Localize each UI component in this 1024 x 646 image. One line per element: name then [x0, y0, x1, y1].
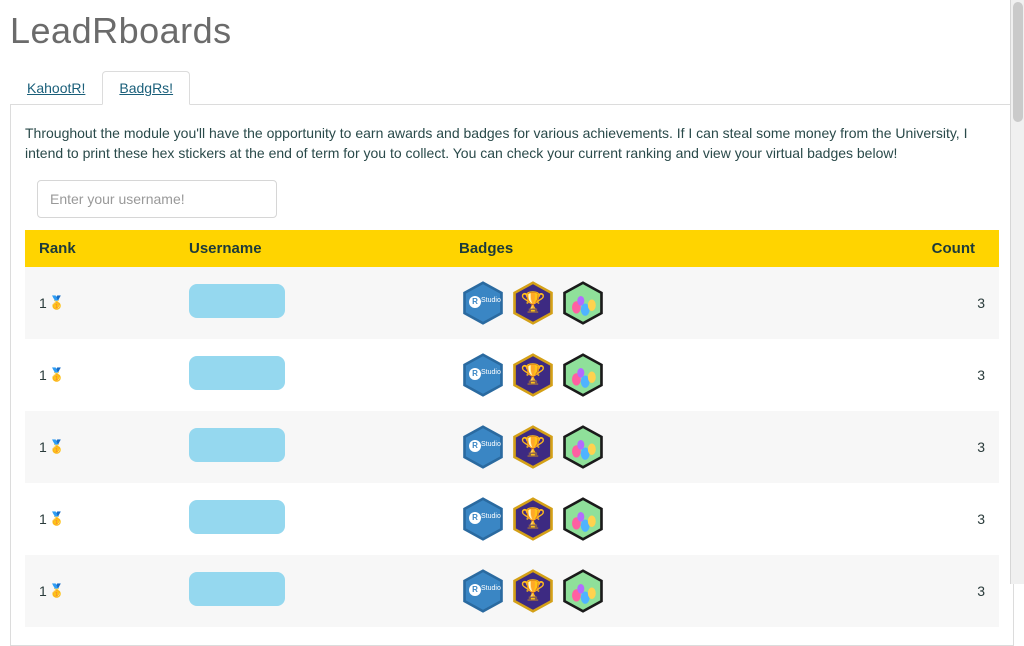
medal-icon: 🥇 — [49, 367, 65, 383]
username-cell — [175, 555, 445, 627]
trophy-badge-icon: 🏆 — [509, 497, 557, 541]
badges-row: RStudio🏆 — [459, 353, 904, 397]
rank-value: 1 — [39, 511, 47, 527]
badges-cell: RStudio🏆 — [445, 267, 918, 339]
username-cell — [175, 483, 445, 555]
col-count[interactable]: Count — [918, 230, 999, 267]
badges-cell: RStudio🏆 — [445, 339, 918, 411]
col-username[interactable]: Username — [175, 230, 445, 267]
badges-row: RStudio🏆 — [459, 425, 904, 469]
table-row: 1🥇 RStudio🏆 3 — [25, 483, 999, 555]
rank-value: 1 — [39, 295, 47, 311]
table-header-row: Rank Username Badges Count — [25, 230, 999, 267]
username-chip — [189, 500, 285, 534]
rank-cell: 1🥇 — [25, 483, 175, 555]
easter-badge-icon — [559, 425, 607, 469]
rstudio-badge-icon: RStudio — [459, 353, 507, 397]
count-cell: 3 — [918, 411, 999, 483]
medal-icon: 🥇 — [49, 583, 65, 599]
medal-icon: 🥇 — [49, 511, 65, 527]
table-row: 1🥇 RStudio🏆 3 — [25, 339, 999, 411]
table-row: 1🥇 RStudio🏆 3 — [25, 411, 999, 483]
col-badges[interactable]: Badges — [445, 230, 918, 267]
rstudio-badge-icon: RStudio — [459, 497, 507, 541]
easter-badge-icon — [559, 281, 607, 325]
tab-badgrs[interactable]: BadgRs! — [102, 71, 190, 105]
medal-icon: 🥇 — [49, 295, 65, 311]
intro-text: Throughout the module you'll have the op… — [25, 123, 999, 164]
trophy-badge-icon: 🏆 — [509, 425, 557, 469]
table-row: 1🥇 RStudio🏆 3 — [25, 267, 999, 339]
username-chip — [189, 284, 285, 318]
rank-value: 1 — [39, 439, 47, 455]
rank-cell: 1🥇 — [25, 267, 175, 339]
badges-row: RStudio🏆 — [459, 497, 904, 541]
badges-row: RStudio🏆 — [459, 281, 904, 325]
rank-value: 1 — [39, 583, 47, 599]
col-rank[interactable]: Rank — [25, 230, 175, 267]
username-chip — [189, 428, 285, 462]
badges-cell: RStudio🏆 — [445, 411, 918, 483]
badges-row: RStudio🏆 — [459, 569, 904, 613]
username-cell — [175, 411, 445, 483]
trophy-badge-icon: 🏆 — [509, 281, 557, 325]
medal-icon: 🥇 — [49, 439, 65, 455]
rank-cell: 1🥇 — [25, 339, 175, 411]
rstudio-badge-icon: RStudio — [459, 569, 507, 613]
page-title: LeadRboards — [10, 10, 1014, 52]
easter-badge-icon — [559, 353, 607, 397]
username-search-input[interactable] — [37, 180, 277, 218]
rstudio-badge-icon: RStudio — [459, 425, 507, 469]
count-cell: 3 — [918, 339, 999, 411]
rstudio-badge-icon: RStudio — [459, 281, 507, 325]
count-cell: 3 — [918, 483, 999, 555]
tab-panel-badgrs: Throughout the module you'll have the op… — [10, 105, 1014, 646]
scrollbar-vertical[interactable] — [1010, 0, 1024, 584]
easter-badge-icon — [559, 497, 607, 541]
scrollbar-thumb[interactable] — [1013, 2, 1023, 122]
rank-cell: 1🥇 — [25, 411, 175, 483]
rank-value: 1 — [39, 367, 47, 383]
rank-cell: 1🥇 — [25, 555, 175, 627]
leaderboard-table: Rank Username Badges Count 1🥇RStudio🏆31🥇… — [25, 230, 999, 627]
username-cell — [175, 339, 445, 411]
username-chip — [189, 356, 285, 390]
tab-kahootr[interactable]: KahootR! — [10, 71, 102, 105]
table-row: 1🥇 RStudio🏆 3 — [25, 555, 999, 627]
badges-cell: RStudio🏆 — [445, 555, 918, 627]
search-wrap — [37, 180, 999, 218]
count-cell: 3 — [918, 267, 999, 339]
tabs-bar: KahootR! BadgRs! — [10, 70, 1014, 105]
count-cell: 3 — [918, 555, 999, 627]
badges-cell: RStudio🏆 — [445, 483, 918, 555]
easter-badge-icon — [559, 569, 607, 613]
trophy-badge-icon: 🏆 — [509, 569, 557, 613]
username-chip — [189, 572, 285, 606]
username-cell — [175, 267, 445, 339]
trophy-badge-icon: 🏆 — [509, 353, 557, 397]
